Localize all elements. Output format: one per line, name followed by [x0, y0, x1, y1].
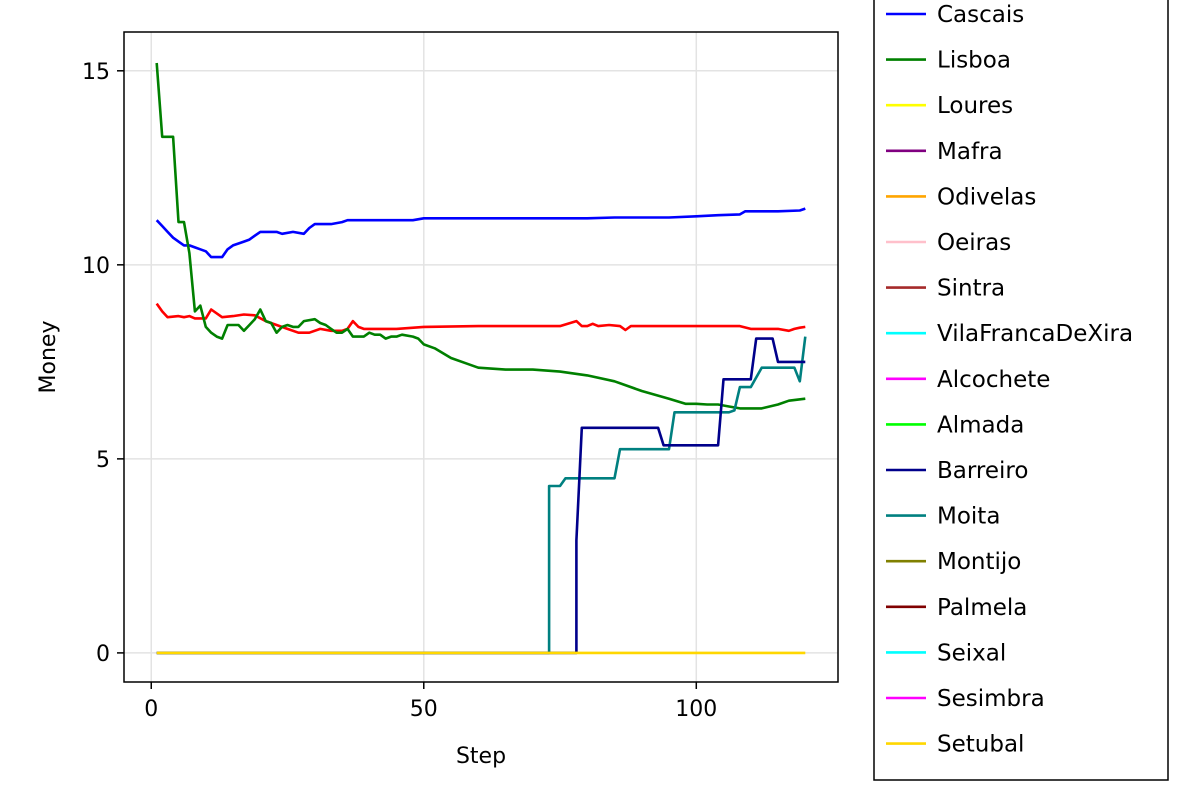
- legend-item: Palmela: [886, 595, 1027, 621]
- legend-label: Montijo: [937, 549, 1021, 575]
- legend-label: Lisboa: [937, 48, 1011, 74]
- legend-item: Moita: [886, 504, 1000, 530]
- x-tick-label: 100: [675, 697, 717, 722]
- y-tick-label: 0: [96, 642, 110, 667]
- legend-label: Cascais: [937, 2, 1024, 28]
- legend-label: Sesimbra: [937, 686, 1045, 712]
- legend-item: Sesimbra: [886, 686, 1045, 712]
- series-line-moita: [156, 336, 807, 655]
- legend-item: Alcochete: [886, 367, 1050, 393]
- legend-item: Lisboa: [886, 48, 1011, 74]
- legend-item: Mafra: [886, 139, 1003, 165]
- legend-item: Loures: [886, 93, 1013, 119]
- legend: Cascais Lisboa Loures Mafra Odivelas Oeiras Si…: [873, 0, 1169, 781]
- legend-label: Moita: [937, 504, 1000, 530]
- series-line-lisboa: [155, 62, 806, 410]
- y-tick-label: 5: [96, 448, 110, 473]
- y-tick-label: 15: [82, 60, 110, 85]
- legend-label: Oeiras: [937, 230, 1011, 256]
- grid-lines: [124, 32, 838, 682]
- legend-label: Palmela: [937, 595, 1027, 621]
- series-line: [155, 302, 806, 335]
- legend-item: Oeiras: [886, 230, 1011, 256]
- legend-item: Sintra: [886, 276, 1005, 302]
- legend-label: Loures: [937, 93, 1013, 119]
- y-axis-title: Money: [36, 321, 61, 394]
- legend-item: Cascais: [886, 2, 1024, 28]
- legend-label: Alcochete: [937, 367, 1050, 393]
- legend-item: Montijo: [886, 549, 1021, 575]
- legend-label: Barreiro: [937, 458, 1028, 484]
- legend-item: Seixal: [886, 640, 1006, 666]
- axis-ticks: 0 50 100 0 5 10 15: [82, 60, 717, 722]
- legend-label: Seixal: [937, 640, 1006, 666]
- x-tick-label: 50: [410, 697, 438, 722]
- legend-item: Setubal: [886, 732, 1024, 758]
- legend-label: Setubal: [937, 732, 1024, 758]
- legend-item: Almada: [886, 412, 1024, 438]
- legend-label: Odivelas: [937, 184, 1036, 210]
- legend-item: VilaFrancaDeXira: [886, 321, 1133, 347]
- series-lines: [155, 62, 807, 655]
- legend-box: [873, 0, 1169, 781]
- legend-label: Mafra: [937, 139, 1003, 165]
- legend-item: Barreiro: [886, 458, 1028, 484]
- series-line-cascais: [155, 207, 806, 259]
- legend-label: Sintra: [937, 276, 1005, 302]
- y-tick-label: 10: [82, 254, 110, 279]
- legend-item: Odivelas: [886, 184, 1036, 210]
- x-tick-label: 0: [144, 697, 158, 722]
- plot-frame: [123, 31, 839, 683]
- x-axis-title: Step: [456, 744, 506, 769]
- legend-label: Almada: [937, 412, 1024, 438]
- series-line-barreiro: [156, 337, 806, 655]
- legend-label: VilaFrancaDeXira: [937, 321, 1133, 347]
